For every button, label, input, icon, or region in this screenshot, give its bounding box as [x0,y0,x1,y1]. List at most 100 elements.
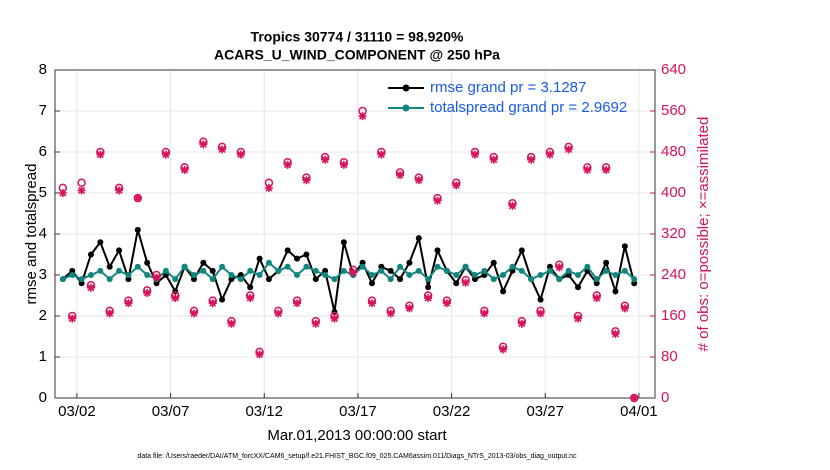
obs-assimilated [124,299,133,308]
data-point [612,272,619,278]
data-point [518,267,525,274]
obs-assimilated [302,176,311,185]
obs-assimilated [414,176,423,185]
obs-assimilated [489,155,498,164]
data-point [144,272,151,278]
obs-assimilated [189,309,198,318]
data-point [593,276,600,283]
obs-assimilated [264,183,273,192]
data-point [312,267,319,274]
obs-assimilated [527,155,536,164]
data-point [190,276,197,283]
data-point [546,263,553,270]
data-point [200,259,207,266]
obs-assimilated [611,329,620,338]
x-tick-label: 03/02 [58,403,96,420]
obs-assimilated [77,186,86,195]
data-point [284,263,291,270]
obs-assimilated [461,278,470,287]
y2-tick-label: 0 [661,389,669,406]
obs-assimilated [555,263,564,272]
data-point [490,276,497,283]
obs-assimilated [442,299,451,308]
y2-tick-label: 480 [661,143,686,160]
data-point [518,247,525,254]
x-tick-label: 03/17 [339,403,377,420]
data-point [490,259,497,266]
data-point [209,267,216,274]
obs-assimilated [630,394,639,402]
x-tick-label: 03/27 [526,403,564,420]
obs-assimilated [293,299,302,308]
y-tick-label: 5 [39,184,47,201]
obs-assimilated [199,140,208,149]
data-point [237,276,244,283]
y-tick-label: 1 [39,348,47,365]
obs-assimilated [396,171,405,180]
data-point [162,267,169,274]
data-point [434,263,441,270]
obs-assimilated [620,304,629,313]
obs-assimilated [377,150,386,159]
y-tick-label: 2 [39,307,47,324]
data-point [312,276,319,283]
data-point [209,276,216,283]
data-point [575,272,582,278]
data-point [331,276,338,283]
obs-assimilated [105,309,114,318]
data-point [575,284,582,291]
obs-assimilated [171,294,180,303]
obs-assimilated [499,345,508,354]
x-tick-label: 03/12 [245,403,283,420]
obs-assimilated [367,299,376,308]
data-point [181,263,188,270]
data-point [528,276,535,283]
data-point [415,267,422,274]
obs-assimilated [274,309,283,318]
obs-assimilated [592,294,601,303]
obs-assimilated [480,309,489,318]
y2-tick-label: 240 [661,266,686,283]
obs-assimilated [321,155,330,164]
data-point [303,251,310,258]
data-point [265,259,272,266]
obs-assimilated [452,181,461,190]
obs-assimilated [339,160,348,169]
data-point [125,272,132,278]
data-point [87,251,94,258]
data-point [247,267,254,274]
data-point [621,267,628,274]
obs-assimilated [218,145,227,154]
data-point [322,272,329,278]
data-point [378,263,385,270]
data-point [537,272,544,278]
x-axis-label: Mar.01,2013 00:00:00 start [267,427,447,444]
data-point [340,267,347,274]
obs-assimilated [68,314,77,323]
y2-tick-label: 320 [661,225,686,242]
data-point [471,272,478,278]
data-point [97,239,104,246]
obs-assimilated [386,309,395,318]
data-point [556,276,563,283]
data-point [116,247,123,254]
obs-assimilated [255,350,264,359]
y-tick-label: 0 [39,389,47,406]
obs-assimilated [208,299,217,308]
data-point [78,280,85,287]
data-point [368,280,375,287]
data-point [294,255,301,262]
data-point [359,263,366,270]
obs-assimilated [96,150,105,159]
data-point [359,259,366,266]
data-point [247,284,254,291]
data-point [481,267,488,274]
data-point [387,267,394,274]
data-point [397,263,404,270]
obs-assimilated [161,150,170,159]
data-point [631,280,638,287]
data-point [603,267,610,274]
data-point [59,276,66,283]
data-point [406,272,413,278]
